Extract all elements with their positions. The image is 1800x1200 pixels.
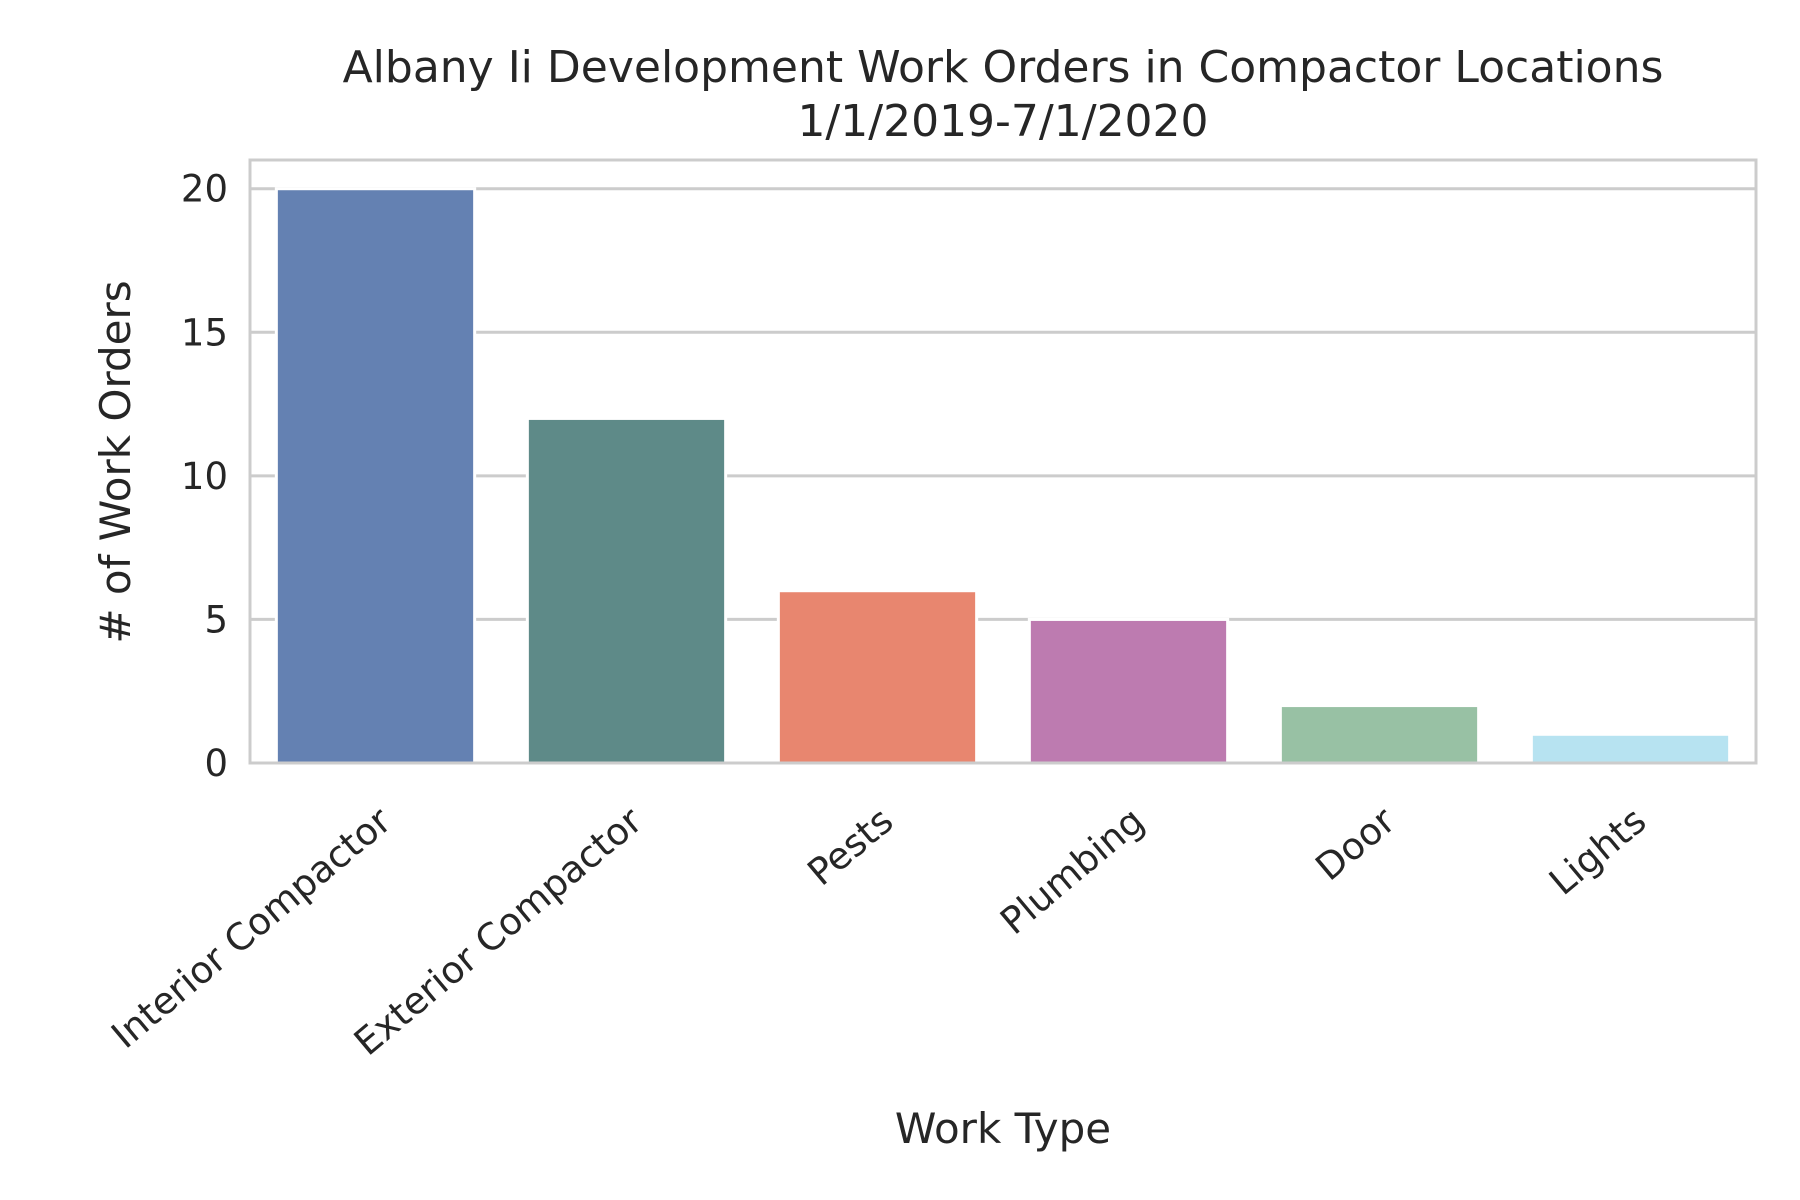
bar-lights (1529, 732, 1732, 765)
y-axis-label: # of Work Orders (91, 280, 140, 643)
bar-interior-compactor (274, 187, 477, 765)
y-tick-label: 20 (181, 168, 228, 211)
chart-title: Albany Ii Development Work Orders in Com… (343, 42, 1664, 93)
bar-pests (776, 589, 979, 765)
bar-exterior-compactor (525, 416, 728, 765)
y-tick-label: 15 (181, 311, 228, 354)
x-tick-label: Interior Compactor (103, 798, 399, 1056)
y-tick-label: 0 (204, 742, 228, 785)
bar-plumbing (1027, 617, 1230, 765)
chart-subtitle: 1/1/2019-7/1/2020 (797, 96, 1208, 147)
x-tick-label: Lights (1541, 799, 1654, 904)
y-tick-labels: 0 5 10 15 20 (181, 168, 228, 785)
gridlines (250, 187, 1756, 621)
plot-frame (248, 158, 1758, 765)
x-tick-label: Plumbing (992, 799, 1152, 943)
bar-door (1278, 704, 1481, 765)
y-tick-label: 10 (181, 455, 228, 498)
y-tick-label: 5 (204, 598, 228, 641)
x-tick-label: Exterior Compactor (346, 798, 651, 1064)
x-axis-label: Work Type (895, 1104, 1111, 1153)
x-tick-label: Door (1307, 798, 1403, 889)
x-tick-label: Pests (799, 799, 901, 894)
chart-title-group: Albany Ii Development Work Orders in Com… (343, 42, 1664, 147)
